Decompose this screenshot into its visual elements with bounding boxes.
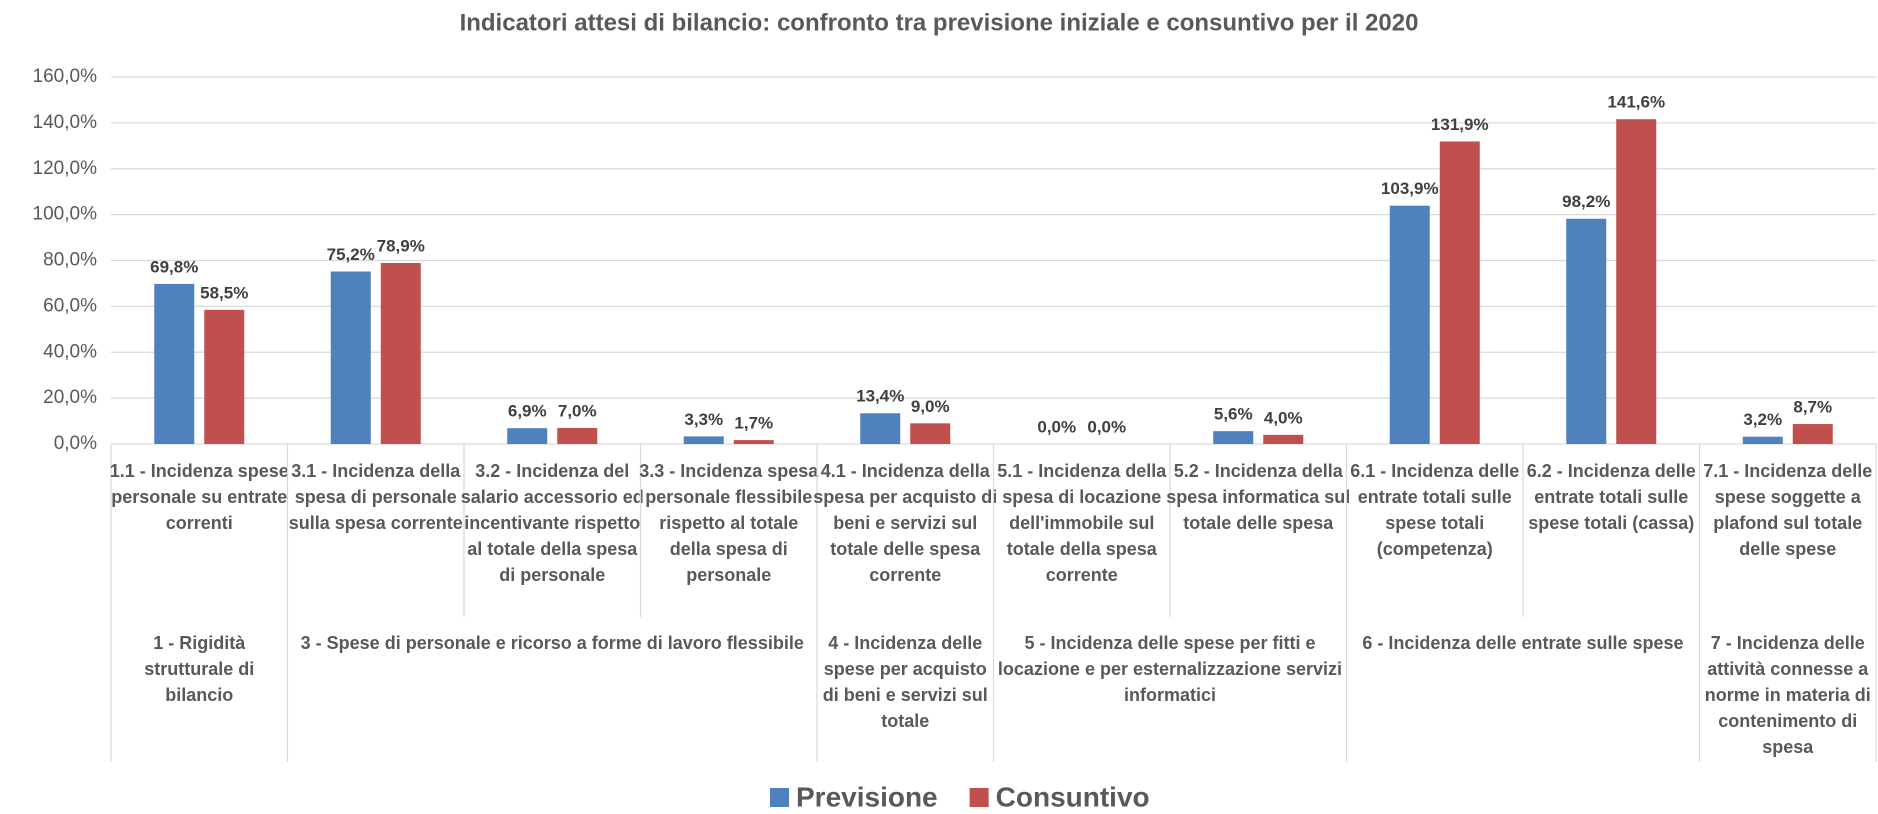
x-tick-label: 1.1 - Incidenza spese personale su entra… [109, 461, 289, 533]
group-label-box: 7 - Incidenza delle attività connesse a … [1704, 633, 1871, 757]
group-label: 3 - Spese di personale e ricorso a forme… [300, 633, 804, 653]
value-label: 58,5% [200, 283, 248, 302]
bar [683, 436, 724, 444]
y-tick-label: 20,0% [43, 387, 97, 408]
value-label: 131,9% [1431, 115, 1489, 134]
value-label: 98,2% [1562, 192, 1610, 211]
value-label: 6,9% [508, 402, 547, 421]
x-tick-label: 6.2 - Incidenza delle entrate totali sul… [1526, 461, 1696, 533]
group-label: 7 - Incidenza delle attività connesse a … [1704, 633, 1871, 757]
value-label: 3,2% [1743, 410, 1782, 429]
group-label-box: 4 - Incidenza delle spese per acquisto d… [822, 633, 988, 731]
group-label-box: 5 - Incidenza delle spese per fitti e lo… [997, 633, 1343, 705]
bar [380, 263, 421, 444]
legend-swatch [770, 788, 789, 807]
y-tick-label: 140,0% [33, 112, 98, 133]
y-tick-label: 0,0% [54, 433, 97, 454]
bar [154, 283, 195, 444]
value-label: 8,7% [1793, 398, 1832, 417]
group-label-box: 1 - Rigidità strutturale di bilancio [144, 633, 255, 705]
x-tick-label: 7.1 - Incidenza delle spese soggette a p… [1703, 461, 1873, 559]
y-tick-label: 100,0% [33, 204, 98, 225]
value-label: 141,6% [1607, 93, 1665, 112]
bar [330, 271, 371, 444]
value-label: 13,4% [856, 387, 904, 406]
group-label: 4 - Incidenza delle spese per acquisto d… [822, 633, 988, 731]
value-label: 9,0% [911, 397, 950, 416]
chart-title: Indicatori attesi di bilancio: confronto… [460, 9, 1419, 36]
bar [1792, 424, 1833, 444]
value-label: 0,0% [1087, 417, 1126, 436]
x-tick-label: 5.2 - Incidenza della spesa informatica … [1166, 461, 1351, 533]
bar [733, 440, 774, 444]
bar [1263, 434, 1304, 444]
x-tick-label: 4.1 - Incidenza della spesa per acquisto… [813, 461, 998, 585]
value-label: 1,7% [734, 414, 773, 433]
x-tick-label: 3.3 - Incidenza spesa personale flessibi… [639, 461, 819, 585]
bar [860, 413, 901, 444]
value-label: 78,9% [377, 237, 425, 256]
value-label: 75,2% [327, 245, 375, 264]
bar [557, 427, 598, 444]
group-label: 5 - Incidenza delle spese per fitti e lo… [997, 633, 1343, 705]
bar [1439, 141, 1480, 444]
group-label: 1 - Rigidità strutturale di bilancio [144, 633, 255, 705]
bar [204, 309, 245, 444]
x-tick-label-box: 3.1 - Incidenza della spesa di personale… [288, 461, 463, 533]
x-tick-label-box: 6.2 - Incidenza delle entrate totali sul… [1526, 461, 1696, 533]
bar [1213, 431, 1254, 444]
bar [1616, 119, 1657, 444]
value-label: 103,9% [1381, 179, 1439, 198]
x-tick-label-box: 5.2 - Incidenza della spesa informatica … [1166, 461, 1351, 533]
x-tick-label-box: 7.1 - Incidenza delle spese soggette a p… [1703, 461, 1873, 559]
x-tick-label: 3.2 - Incidenza del salario accessorio e… [460, 461, 644, 585]
x-tick-label: 6.1 - Incidenza delle entrate totali sul… [1350, 461, 1520, 559]
legend-label: Consuntivo [996, 781, 1150, 812]
bar [910, 423, 951, 444]
y-tick-label: 120,0% [33, 158, 98, 179]
y-tick-label: 160,0% [33, 66, 98, 87]
x-tick-label-box: 5.1 - Incidenza della spesa di locazione… [997, 461, 1167, 585]
value-label: 0,0% [1037, 417, 1076, 436]
bar [1742, 436, 1783, 444]
x-tick-label-box: 3.3 - Incidenza spesa personale flessibi… [639, 461, 819, 585]
x-tick-label-box: 3.2 - Incidenza del salario accessorio e… [460, 461, 644, 585]
x-tick-label-box: 6.1 - Incidenza delle entrate totali sul… [1350, 461, 1520, 559]
value-label: 7,0% [558, 401, 597, 420]
x-tick-label: 3.1 - Incidenza della spesa di personale… [288, 461, 463, 533]
bar [1566, 218, 1607, 444]
value-label: 5,6% [1214, 405, 1253, 424]
group-label-box: 3 - Spese di personale e ricorso a forme… [300, 633, 804, 653]
group-label-box: 6 - Incidenza delle entrate sulle spese [1362, 633, 1684, 653]
legend-label: Previsione [796, 781, 938, 812]
x-tick-label-box: 4.1 - Incidenza della spesa per acquisto… [813, 461, 998, 585]
value-label: 69,8% [150, 257, 198, 276]
bar [1389, 205, 1430, 444]
x-tick-label-box: 1.1 - Incidenza spese personale su entra… [109, 461, 289, 533]
value-label: 4,0% [1264, 408, 1303, 427]
x-tick-label: 5.1 - Incidenza della spesa di locazione… [997, 461, 1167, 585]
y-tick-label: 40,0% [43, 341, 97, 362]
value-label: 3,3% [684, 410, 723, 429]
y-tick-label: 80,0% [43, 250, 97, 271]
y-tick-label: 60,0% [43, 295, 97, 316]
bar [507, 428, 548, 444]
legend-swatch [969, 788, 989, 807]
group-label: 6 - Incidenza delle entrate sulle spese [1362, 633, 1684, 653]
